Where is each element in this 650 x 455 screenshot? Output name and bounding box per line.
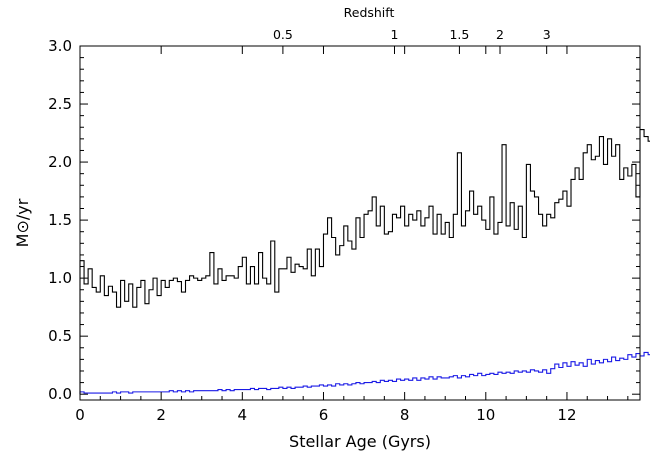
plot-series (79, 129, 650, 395)
x-tick-label: 0 (75, 406, 85, 424)
top-tick-label: 1.5 (449, 27, 469, 42)
x-tick-label: 2 (156, 406, 166, 424)
y-tick-label: 2.0 (48, 153, 72, 171)
top-tick-label: 0.5 (273, 27, 293, 42)
x-tick-label: 10 (476, 406, 495, 424)
y-tick-label: 3.0 (48, 37, 72, 55)
y-tick-label: 1.0 (48, 269, 72, 287)
x-tick-label: 6 (319, 406, 329, 424)
y-axis-title: M⊙/yr (13, 198, 32, 247)
series-2-line (79, 351, 650, 395)
top-tick-label: 1 (391, 27, 399, 42)
y-tick-label: 0.0 (48, 385, 72, 403)
top-axis-title: Redshift (344, 5, 395, 20)
plot-frame (79, 45, 641, 401)
top-tick-label: 2 (496, 27, 504, 42)
top-tick-label: 3 (543, 27, 551, 42)
y-tick-label: 2.5 (48, 95, 72, 113)
y-tick-label: 1.5 (48, 211, 72, 229)
x-tick-label: 4 (238, 406, 248, 424)
axes: 0 2 4 6 8 10 12 0.0 0.5 1.0 1.5 2.0 2.5 3.0 0.5 1 1.5 2 3 (48, 27, 640, 424)
x-axis-title: Stellar Age (Gyrs) (289, 432, 431, 451)
series-1-line (79, 129, 650, 395)
x-tick-label: 12 (557, 406, 576, 424)
x-tick-label: 8 (400, 406, 410, 424)
y-tick-label: 0.5 (48, 327, 72, 345)
